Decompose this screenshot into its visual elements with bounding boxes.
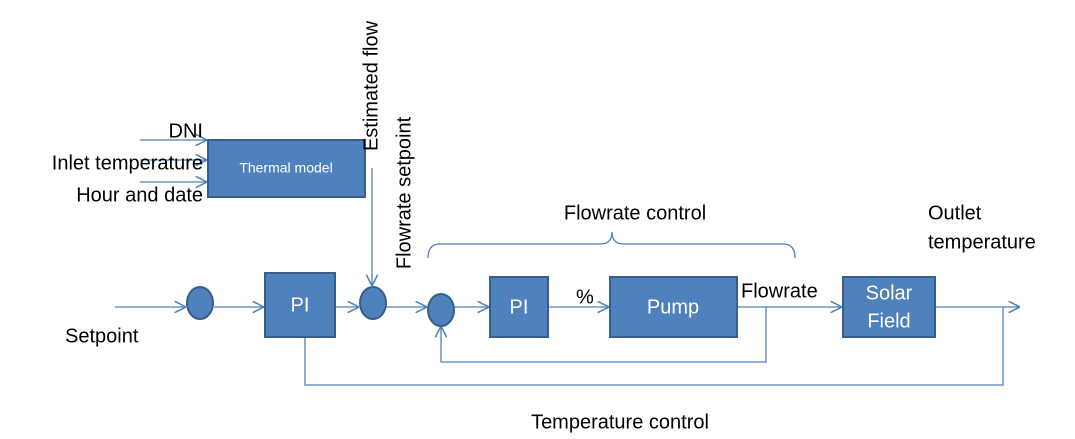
input-label: Inlet temperature xyxy=(52,152,203,174)
outer-feedback xyxy=(304,307,1004,386)
sum-junction xyxy=(186,286,214,320)
flowrate-control-label: Flowrate control xyxy=(564,202,706,224)
input-label: DNI xyxy=(169,120,203,142)
temperature-control-label: Temperature control xyxy=(531,411,709,433)
pi-label: PI xyxy=(291,294,310,316)
solar-field-label: Field xyxy=(867,310,910,332)
thermal-model-label: Thermal model xyxy=(239,160,332,176)
pi-block xyxy=(264,272,336,338)
brace xyxy=(427,231,796,259)
thermal-model-box xyxy=(207,139,366,198)
estimated-flow-label: Estimated flow xyxy=(360,20,382,151)
sum-junction xyxy=(427,293,455,327)
solar-field-label: Solar xyxy=(866,282,913,304)
pump-block xyxy=(609,276,738,338)
outlet-label: temperature xyxy=(928,231,1036,253)
flowrate-label: Flowrate xyxy=(741,280,818,302)
pi-block xyxy=(489,276,549,338)
inner-feedback xyxy=(441,307,767,363)
outlet-label: Outlet xyxy=(928,202,982,224)
solar-field-block xyxy=(842,276,936,338)
flowrate-setpoint-label: Flowrate setpoint xyxy=(393,116,415,269)
sum-junction xyxy=(359,286,387,320)
percent-label: % xyxy=(576,286,594,308)
pump-label: Pump xyxy=(647,296,699,318)
setpoint-label: Setpoint xyxy=(65,325,139,347)
pi-label: PI xyxy=(510,296,529,318)
input-label: Hour and date xyxy=(76,184,203,206)
